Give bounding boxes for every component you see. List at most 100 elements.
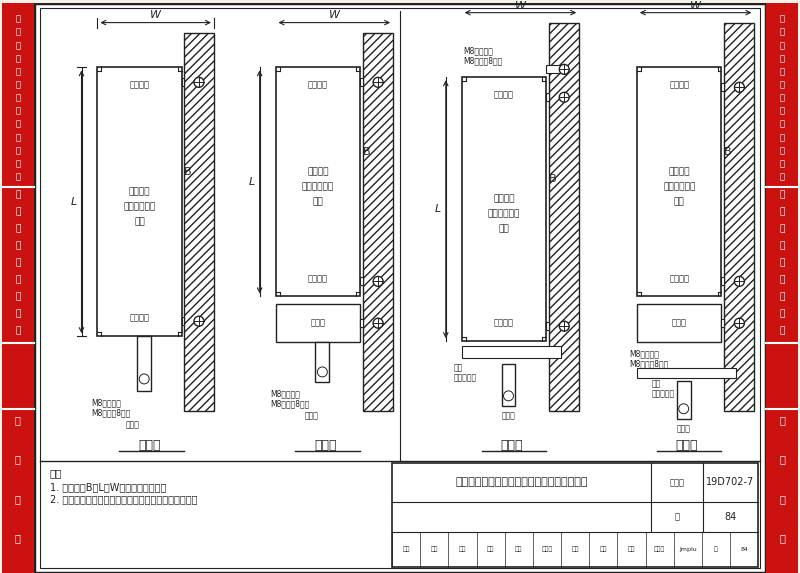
Bar <box>184 33 214 411</box>
Circle shape <box>318 367 327 377</box>
Text: M8膨胀螺栓: M8膨胀螺栓 <box>91 398 122 407</box>
Circle shape <box>559 92 570 102</box>
Text: 备: 备 <box>779 191 785 200</box>
Text: 用: 用 <box>15 208 21 217</box>
Text: 疏: 疏 <box>15 107 20 116</box>
Text: L: L <box>249 177 255 187</box>
Text: B: B <box>184 167 192 177</box>
Bar <box>766 3 798 573</box>
Bar <box>275 304 360 342</box>
Text: 术: 术 <box>15 454 21 464</box>
Text: 出口百叶: 出口百叶 <box>130 313 150 323</box>
Text: 方案二: 方案二 <box>314 439 337 452</box>
Text: 刘力红: 刘力红 <box>654 547 666 552</box>
Text: 全: 全 <box>779 292 785 301</box>
Circle shape <box>373 77 383 87</box>
Text: 19D702-7: 19D702-7 <box>706 477 754 488</box>
Text: 备: 备 <box>15 191 21 200</box>
Text: W: W <box>329 10 340 19</box>
Text: 徐华: 徐华 <box>430 547 438 552</box>
Bar <box>722 319 725 327</box>
Text: 2. 应急照明配电箱进、出线口分开设置在箱体的下部。: 2. 应急照明配电箱进、出线口分开设置在箱体的下部。 <box>50 494 197 504</box>
Text: M8螺母、8垫圈: M8螺母、8垫圈 <box>270 399 310 409</box>
Text: 防: 防 <box>15 28 20 37</box>
Text: 电线管: 电线管 <box>126 420 139 429</box>
Text: 料: 料 <box>15 533 21 543</box>
Text: 图集号: 图集号 <box>669 478 684 487</box>
Text: 用: 用 <box>779 208 785 217</box>
Text: 资: 资 <box>15 494 21 504</box>
Text: 示: 示 <box>780 146 785 155</box>
Bar <box>315 342 330 382</box>
Text: 技: 技 <box>779 415 785 425</box>
Text: 统: 统 <box>780 172 785 181</box>
Bar <box>138 336 151 391</box>
Text: 出口百叶: 出口百叶 <box>308 274 328 283</box>
Text: 急: 急 <box>15 54 20 63</box>
Text: W: W <box>150 10 161 19</box>
Text: Jmplu: Jmplu <box>679 547 697 552</box>
Text: 集中电源: 集中电源 <box>494 195 514 204</box>
Text: 注：: 注： <box>50 469 62 478</box>
Text: 方案四: 方案四 <box>675 439 698 452</box>
Bar <box>546 322 550 330</box>
Text: 制签: 制签 <box>599 547 607 552</box>
Text: B: B <box>363 147 370 157</box>
Text: 电箱: 电箱 <box>313 197 323 206</box>
Bar <box>546 93 550 101</box>
Text: M8膨胀螺栓: M8膨胀螺栓 <box>270 389 301 398</box>
Bar <box>275 68 360 296</box>
Bar <box>637 68 722 296</box>
Text: 集中电源: 集中电源 <box>129 187 150 197</box>
Text: 长架: 长架 <box>652 379 661 388</box>
Text: 照: 照 <box>15 225 21 234</box>
Text: 出口百叶: 出口百叶 <box>669 81 689 90</box>
Circle shape <box>503 391 514 401</box>
Text: 照: 照 <box>15 67 20 76</box>
Text: 全: 全 <box>15 292 21 301</box>
Circle shape <box>559 64 570 74</box>
Text: B: B <box>549 174 557 185</box>
Text: 明: 明 <box>15 242 21 250</box>
Text: 鄧红地: 鄧红地 <box>542 547 553 552</box>
Bar <box>182 317 184 325</box>
Text: 应: 应 <box>780 41 785 50</box>
Circle shape <box>139 374 149 384</box>
Circle shape <box>194 316 204 326</box>
Text: 页: 页 <box>714 547 718 552</box>
Text: 傅中: 傅中 <box>487 547 494 552</box>
Text: 或应急照明配: 或应急照明配 <box>488 210 520 219</box>
Bar <box>722 83 725 91</box>
Text: 料: 料 <box>779 533 785 543</box>
Text: 系: 系 <box>780 159 785 168</box>
Text: 或应急照明配: 或应急照明配 <box>124 202 156 211</box>
Text: 急: 急 <box>780 54 785 63</box>
Bar <box>392 462 758 567</box>
Text: 术: 术 <box>779 454 785 464</box>
Text: 统: 统 <box>15 172 20 181</box>
Text: 制图: 制图 <box>571 547 579 552</box>
Text: 出口百叶: 出口百叶 <box>494 319 514 328</box>
Bar <box>360 319 363 327</box>
Text: 84: 84 <box>724 512 737 522</box>
Text: 出口百叶: 出口百叶 <box>308 81 328 90</box>
Bar <box>360 79 363 87</box>
Text: 明: 明 <box>779 326 785 335</box>
Text: M8螺母、8垫圈: M8螺母、8垫圈 <box>464 56 503 65</box>
Text: M8螺母、8垫圈: M8螺母、8垫圈 <box>629 359 668 368</box>
Text: 集中电源: 集中电源 <box>307 167 329 176</box>
Text: 方案三: 方案三 <box>500 439 522 452</box>
Circle shape <box>373 318 383 328</box>
Text: 照: 照 <box>779 225 785 234</box>
Bar <box>182 79 184 87</box>
Text: 页: 页 <box>674 513 679 522</box>
Text: 校对: 校对 <box>515 547 522 552</box>
Text: 系: 系 <box>15 159 20 168</box>
Text: 方案一: 方案一 <box>138 439 161 452</box>
Text: 长架: 长架 <box>454 363 463 372</box>
Text: 指: 指 <box>15 133 20 142</box>
Bar <box>677 381 690 419</box>
Text: 出口百叶: 出口百叶 <box>669 274 689 283</box>
Text: 电箱: 电箱 <box>134 217 145 226</box>
Text: 或应急照明配: 或应急照明配 <box>663 182 695 191</box>
